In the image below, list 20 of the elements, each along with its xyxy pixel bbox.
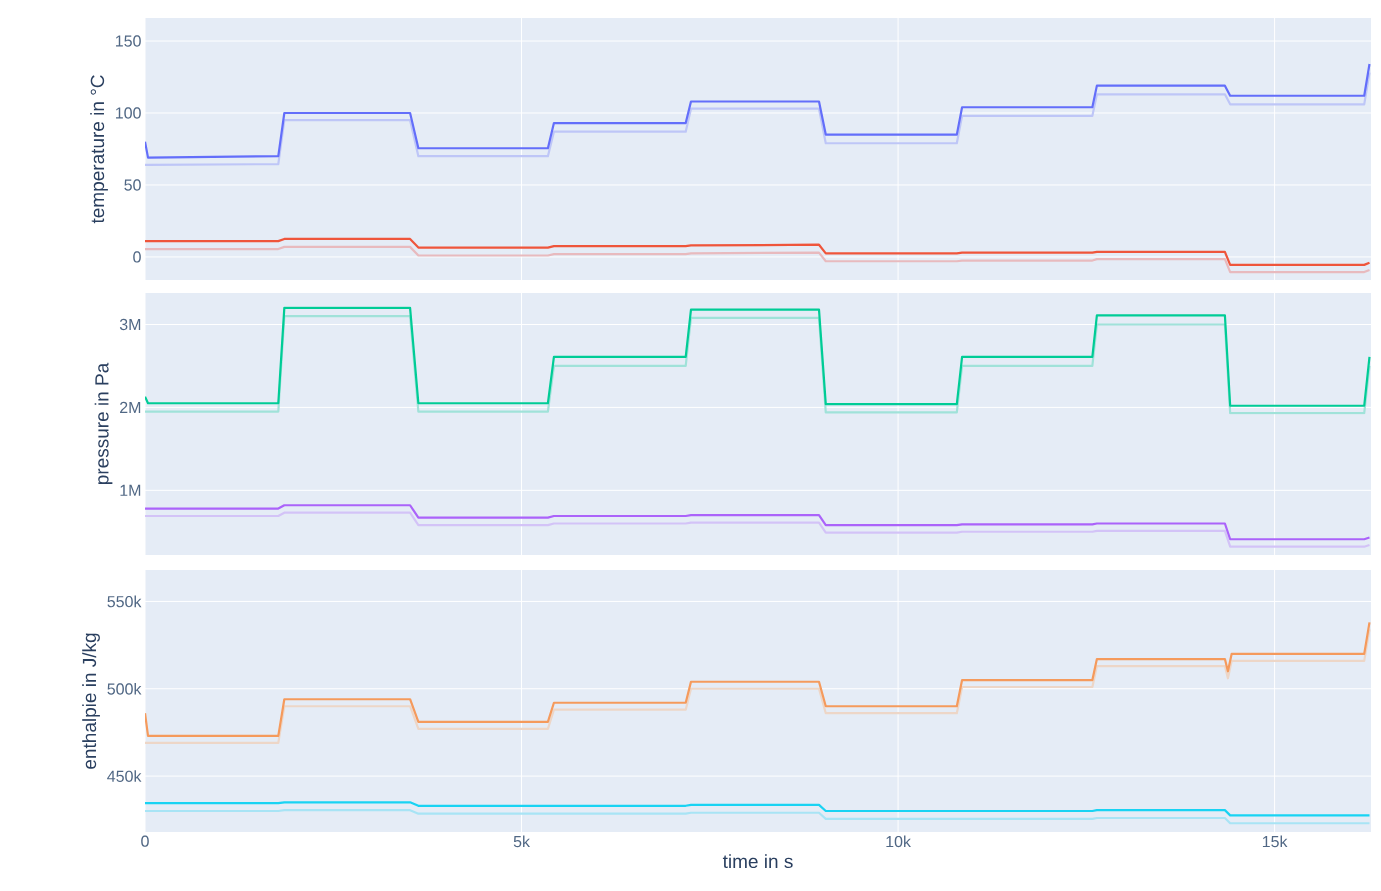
y-tick-label: 2M	[120, 401, 141, 413]
y-tick-label: 50	[124, 179, 141, 191]
line-series	[145, 71, 1371, 166]
y-tick-label: 550k	[107, 595, 142, 608]
y-tick-label: 0	[133, 251, 141, 263]
y-axis-title: temperature in °C	[90, 75, 108, 224]
y-tick-label: 500k	[107, 682, 142, 695]
x-axis-title: time in s	[722, 854, 793, 869]
y-axis-title: enthalpie in J/kg	[82, 633, 100, 769]
x-tick-label: 10k	[886, 835, 911, 848]
y-tick-label: 3M	[119, 318, 141, 331]
y-tick-label: 1M	[120, 484, 141, 496]
y-tick-label: 150	[116, 35, 141, 47]
y-axis-title: pressure in Pa	[94, 362, 113, 485]
y-tick-label: 450k	[107, 770, 142, 782]
x-tick-label: 5k	[513, 835, 530, 848]
x-tick-label: 15k	[1262, 835, 1288, 848]
line-series	[145, 306, 1371, 407]
y-tick-label: 100	[116, 107, 141, 119]
line-series	[145, 62, 1371, 159]
